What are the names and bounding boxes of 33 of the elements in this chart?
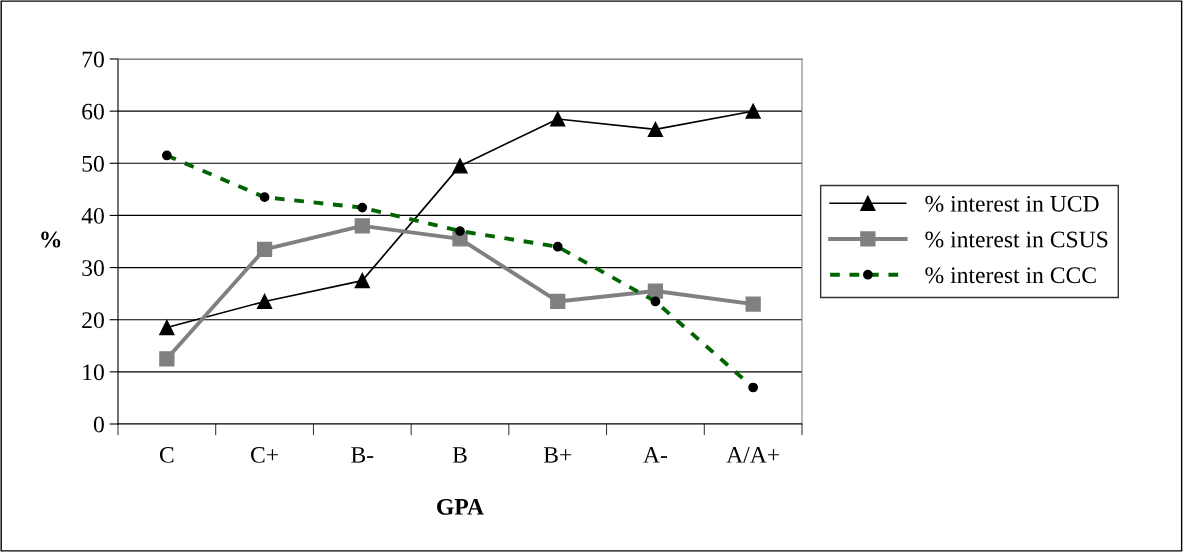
x-tick-label: B- — [351, 447, 374, 463]
y-tick-label: 70 — [82, 51, 104, 68]
y-tick-label: 0 — [93, 416, 104, 433]
y-tick-label: 20 — [82, 312, 104, 329]
legend-label: % interest in CCC — [925, 267, 1096, 284]
x-tick-label: B — [452, 447, 467, 463]
point — [354, 218, 370, 234]
point — [159, 351, 175, 367]
point — [647, 121, 664, 138]
y-tick-label: 60 — [82, 103, 104, 120]
x-tick-label: C — [159, 446, 174, 463]
y-tick-label: 40 — [81, 207, 104, 224]
legend-label: % interest in CSUS — [925, 231, 1108, 248]
point — [647, 283, 664, 299]
point — [256, 293, 273, 310]
point — [452, 158, 468, 174]
point — [745, 296, 761, 312]
y-tick-label: 50 — [82, 155, 104, 172]
point — [745, 103, 761, 119]
point — [256, 241, 273, 257]
y-tick-label: 10 — [83, 364, 104, 381]
point — [550, 111, 566, 127]
point — [159, 319, 175, 336]
x-axis-title: GPA — [437, 498, 484, 515]
x-tick-label: B+ — [543, 447, 572, 463]
y-tick-label: 30 — [82, 260, 104, 276]
x-tick-label: A/A+ — [726, 447, 779, 463]
legend-label: % interest in UCD — [925, 195, 1099, 212]
y-axis-title: % — [41, 231, 61, 248]
x-tick-label: C+ — [251, 446, 278, 463]
point — [354, 272, 370, 289]
point — [550, 293, 566, 310]
x-tick-label: A- — [643, 447, 668, 463]
